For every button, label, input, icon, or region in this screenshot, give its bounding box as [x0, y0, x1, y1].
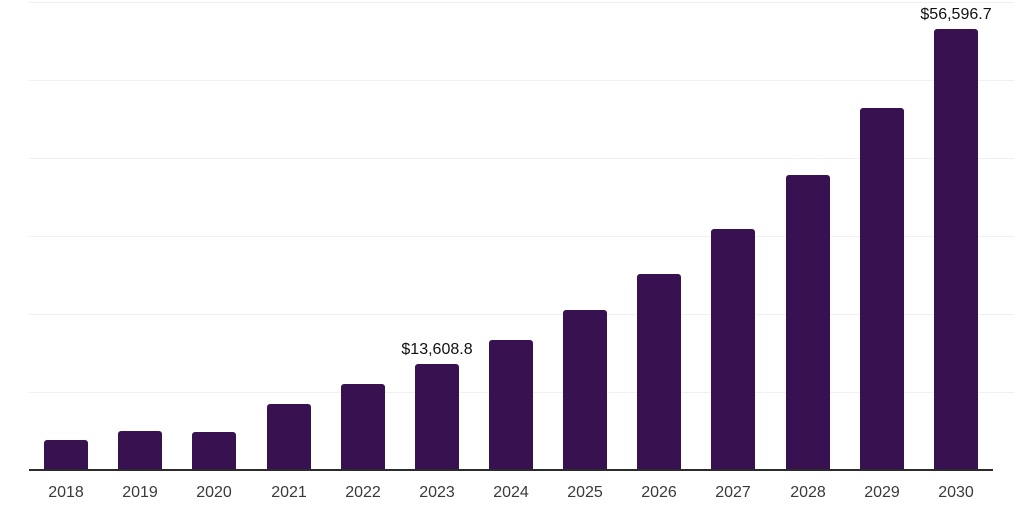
bar-2025 [563, 310, 607, 470]
bar-2027 [711, 229, 755, 470]
x-tick-label-2028: 2028 [790, 484, 826, 501]
x-tick-label-2026: 2026 [641, 484, 677, 501]
gridline-40000 [29, 158, 1014, 159]
bar-2028 [786, 175, 830, 470]
gridline-60000 [29, 2, 1014, 3]
bar-2030 [934, 29, 978, 470]
bar-2021 [267, 404, 311, 470]
bar-2024 [489, 340, 533, 470]
gridline-20000 [29, 314, 1014, 315]
x-tick-label-2020: 2020 [196, 484, 232, 501]
gridline-50000 [29, 80, 1014, 81]
x-axis-line [29, 469, 993, 471]
x-tick-label-2029: 2029 [864, 484, 900, 501]
bar-2023 [415, 364, 459, 470]
bar-2026 [637, 274, 681, 470]
bar-2022 [341, 384, 385, 470]
data-label-2023: $13,608.8 [401, 341, 473, 358]
x-tick-label-2030: 2030 [938, 484, 974, 501]
x-tick-label-2021: 2021 [271, 484, 307, 501]
bar-2020 [192, 432, 236, 470]
x-tick-label-2022: 2022 [345, 484, 381, 501]
x-tick-label-2019: 2019 [122, 484, 158, 501]
bar-2019 [118, 431, 162, 470]
bar-2018 [44, 440, 88, 470]
x-tick-label-2023: 2023 [419, 484, 455, 501]
data-label-2030: $56,596.7 [920, 6, 992, 23]
x-tick-label-2027: 2027 [715, 484, 751, 501]
gridline-30000 [29, 236, 1014, 237]
bar-2029 [860, 108, 904, 470]
x-tick-label-2024: 2024 [493, 484, 529, 501]
x-tick-label-2025: 2025 [567, 484, 603, 501]
x-tick-label-2018: 2018 [48, 484, 84, 501]
